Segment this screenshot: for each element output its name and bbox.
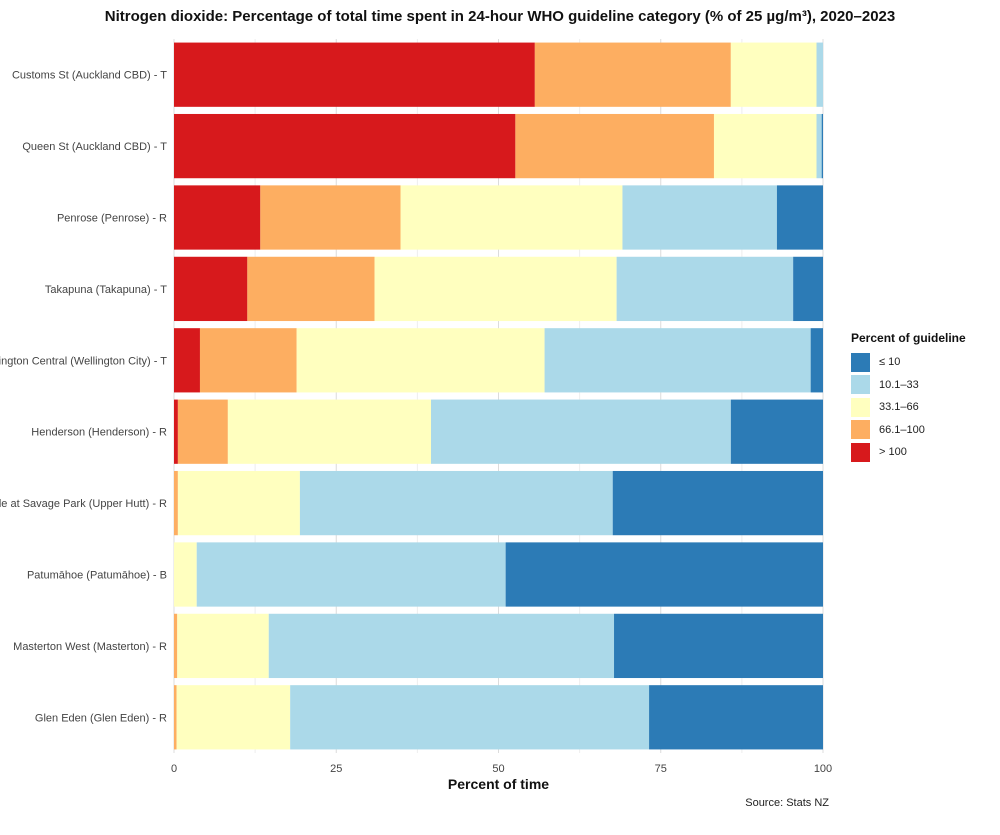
x-tick-label: 0	[171, 763, 177, 775]
x-tick-label: 100	[814, 763, 832, 775]
bar-segment	[816, 113, 822, 179]
bar-segment	[515, 113, 714, 179]
legend-label: > 100	[879, 446, 907, 459]
bar-segment	[776, 185, 823, 250]
x-axis-title: Percent of time	[447, 776, 550, 792]
bar-segment	[174, 42, 535, 107]
legend-item: > 100	[851, 441, 966, 464]
chart-title: Nitrogen dioxide: Percentage of total ti…	[104, 8, 896, 25]
bar-segment	[174, 399, 178, 464]
x-tick-label: 50	[492, 763, 504, 775]
bar-segment	[299, 470, 613, 536]
bar-segment	[174, 613, 178, 679]
bar-segment	[174, 542, 197, 607]
bar-segment	[174, 328, 200, 393]
bar-segment	[196, 542, 506, 607]
bar-segment	[260, 185, 401, 250]
bar-segment	[505, 542, 823, 607]
bar-segment	[810, 328, 823, 393]
bar-segment	[544, 328, 811, 393]
category-label: Patumāhoe (Patumāhoe) - B	[27, 570, 167, 582]
bar-segment	[374, 256, 617, 322]
bar-segment	[177, 470, 300, 536]
legend-label: 66.1–100	[879, 423, 925, 436]
category-label: Glen Eden (Glen Eden) - R	[35, 712, 167, 724]
legend-swatch	[851, 420, 870, 440]
legend: Percent of guideline ≤ 10 10.1–33 33.1–66 6…	[851, 331, 966, 464]
legend-item: 66.1–100	[851, 419, 966, 442]
bar-segment	[174, 113, 516, 179]
legend-swatch	[851, 397, 870, 417]
bar-segment	[176, 685, 291, 750]
x-tick-labels: 0 25 50 75 100	[171, 763, 832, 775]
category-label: Masterton West (Masterton) - R	[13, 641, 167, 653]
bar-segment	[612, 470, 823, 536]
legend-item: ≤ 10	[851, 351, 966, 374]
category-label: Customs St (Auckland CBD) - T	[12, 70, 167, 82]
bar-segment	[649, 685, 823, 750]
category-label: Penrose (Penrose) - R	[57, 213, 167, 225]
x-tick-label: 75	[655, 763, 667, 775]
bar-segment	[622, 185, 777, 250]
bar-segment	[296, 328, 545, 393]
legend-title: Percent of guideline	[851, 331, 966, 345]
bar-segment	[247, 256, 375, 322]
bar-segment	[793, 256, 823, 322]
legend-swatch	[851, 442, 870, 462]
bar-segment	[177, 613, 269, 679]
bar-segment	[534, 42, 731, 107]
bar-segment	[713, 113, 817, 179]
category-label: Wellington Central (Wellington City) - T	[0, 355, 167, 367]
legend-label: 33.1–66	[879, 401, 919, 414]
x-tick-label: 25	[330, 763, 342, 775]
bar-segment	[431, 399, 731, 464]
bars	[174, 42, 823, 750]
bar-segment	[614, 613, 823, 679]
legend-label: 10.1–33	[879, 378, 919, 391]
bar-segment	[174, 685, 177, 750]
bar-segment	[616, 256, 794, 322]
bar-segment	[730, 42, 817, 107]
bar-segment	[227, 399, 432, 464]
category-label: Henderson (Henderson) - R	[31, 427, 167, 439]
legend-swatch	[851, 375, 870, 395]
bar-segment	[199, 328, 297, 393]
source-note: Source: Stats NZ	[745, 797, 829, 809]
category-label: Takapuna (Takapuna) - T	[45, 284, 167, 296]
bar-segment	[174, 470, 178, 536]
bar-segment	[821, 113, 823, 179]
legend-item: 10.1–33	[851, 374, 966, 397]
bar-segment	[268, 613, 615, 679]
bar-segment	[400, 185, 623, 250]
bar-segment	[177, 399, 228, 464]
legend-swatch	[851, 352, 870, 372]
legend-items: ≤ 10 10.1–33 33.1–66 66.1–100 > 100	[851, 351, 966, 464]
bar-segment	[730, 399, 823, 464]
category-label: Queen St (Auckland CBD) - T	[22, 141, 167, 153]
category-labels: Customs St (Auckland CBD) - T Queen St (A…	[0, 70, 167, 725]
bar-segment	[174, 256, 248, 322]
bar-segment	[290, 685, 650, 750]
category-label: Wallaceville at Savage Park (Upper Hutt)…	[0, 498, 167, 510]
bar-segment	[816, 42, 823, 107]
bar-segment	[174, 185, 261, 250]
legend-item: 33.1–66	[851, 396, 966, 419]
legend-label: ≤ 10	[879, 356, 901, 369]
